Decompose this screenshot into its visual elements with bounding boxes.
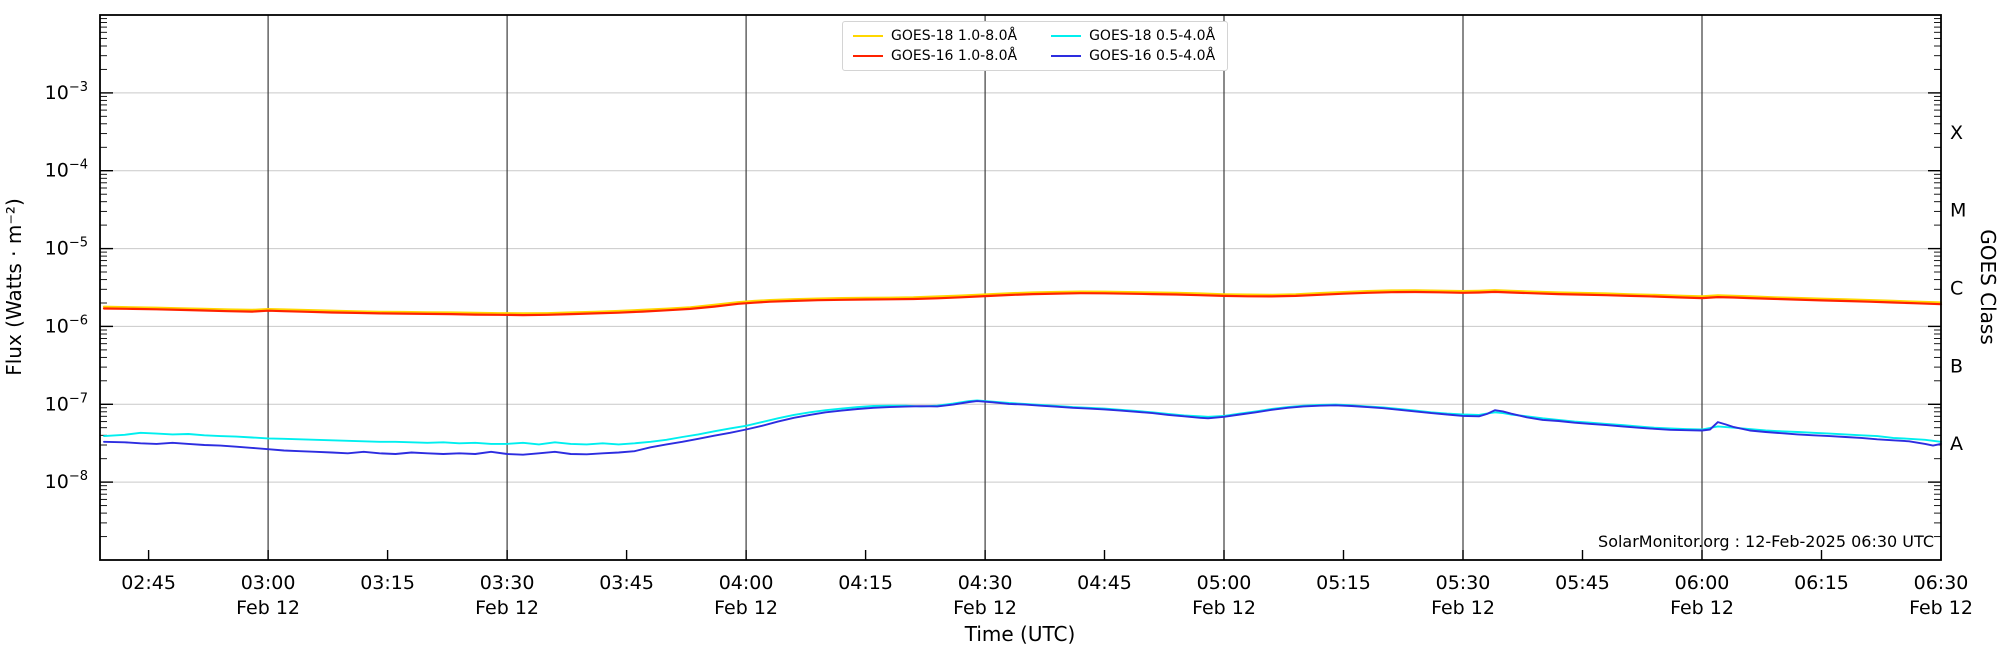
x-tick-label-05:30: 05:30 xyxy=(1436,572,1491,594)
x-date-label: Feb 12 xyxy=(236,597,300,619)
goes-class-letter-C: C xyxy=(1950,278,1963,300)
x-tick-label-03:15: 03:15 xyxy=(360,572,415,594)
series-line-goes18-long xyxy=(102,289,1943,315)
legend: GOES-18 1.0-8.0Å GOES-16 1.0-8.0Å GOES-1… xyxy=(842,21,1229,71)
x-date-label: Feb 12 xyxy=(714,597,778,619)
source-timestamp-note: SolarMonitor.org : 12-Feb-2025 06:30 UTC xyxy=(1598,532,1934,551)
x-date-label: Feb 12 xyxy=(953,597,1017,619)
x-tick-label-06:00: 06:00 xyxy=(1675,572,1730,594)
legend-entry-goes18-short: GOES-18 0.5-4.0Å xyxy=(1051,28,1215,44)
y-axis-title-flux: Flux (Watts · m⁻²) xyxy=(2,198,26,376)
y-tick-label-1e-5: 10−5 xyxy=(45,236,88,260)
legend-entry-goes16-short: GOES-16 0.5-4.0Å xyxy=(1051,48,1215,64)
x-tick-label-04:15: 04:15 xyxy=(838,572,893,594)
x-date-label: Feb 12 xyxy=(475,597,539,619)
legend-label: GOES-16 0.5-4.0Å xyxy=(1089,48,1216,64)
legend-entry-goes16-long: GOES-16 1.0-8.0Å xyxy=(853,48,1017,64)
x-tick-label-04:00: 04:00 xyxy=(719,572,774,594)
x-tick-label-05:00: 05:00 xyxy=(1197,572,1252,594)
x-tick-label-06:15: 06:15 xyxy=(1794,572,1849,594)
legend-label: GOES-18 1.0-8.0Å xyxy=(891,28,1018,44)
plot-border xyxy=(99,14,1942,561)
series-line-goes16-short xyxy=(103,400,1942,456)
x-tick-label-05:15: 05:15 xyxy=(1316,572,1371,594)
y-axis-title-goes-class: GOES Class xyxy=(1976,229,2000,345)
x-tick-label-04:30: 04:30 xyxy=(958,572,1013,594)
legend-line-swatch xyxy=(1051,55,1082,57)
x-tick-label-03:45: 03:45 xyxy=(599,572,654,594)
y-tick-label-1e-8: 10−8 xyxy=(45,469,88,493)
series-line-goes18-short xyxy=(103,399,1942,446)
series-line-goes16-long xyxy=(102,290,1943,317)
x-date-label: Feb 12 xyxy=(1670,597,1734,619)
y-tick-label-1e-4: 10−4 xyxy=(45,158,88,182)
legend-line-swatch xyxy=(853,55,883,57)
x-date-label: Feb 12 xyxy=(1909,597,1973,619)
x-tick-label-03:00: 03:00 xyxy=(241,572,296,594)
y-tick-label-1e-6: 10−6 xyxy=(45,313,88,337)
x-tick-label-06:30: 06:30 xyxy=(1914,572,1969,594)
goes-class-letter-A: A xyxy=(1950,433,1963,455)
legend-label: GOES-18 0.5-4.0Å xyxy=(1089,28,1216,44)
legend-entry-goes18-long: GOES-18 1.0-8.0Å xyxy=(853,28,1017,44)
x-tick-label-02:45: 02:45 xyxy=(121,572,176,594)
x-date-label: Feb 12 xyxy=(1192,597,1256,619)
goes-class-letter-M: M xyxy=(1950,200,1966,222)
goes-class-letter-X: X xyxy=(1950,122,1963,144)
legend-line-swatch xyxy=(853,35,883,37)
x-tick-label-04:45: 04:45 xyxy=(1077,572,1132,594)
x-tick-label-05:45: 05:45 xyxy=(1555,572,1610,594)
legend-label: GOES-16 1.0-8.0Å xyxy=(891,48,1018,64)
x-tick-label-03:30: 03:30 xyxy=(480,572,535,594)
x-date-label: Feb 12 xyxy=(1431,597,1495,619)
y-tick-label-1e-3: 10−3 xyxy=(45,80,88,104)
goes-class-letter-B: B xyxy=(1950,355,1963,377)
x-axis-title-time: Time (UTC) xyxy=(964,622,1076,646)
y-tick-label-1e-7: 10−7 xyxy=(45,391,88,415)
legend-line-swatch xyxy=(1051,35,1082,37)
